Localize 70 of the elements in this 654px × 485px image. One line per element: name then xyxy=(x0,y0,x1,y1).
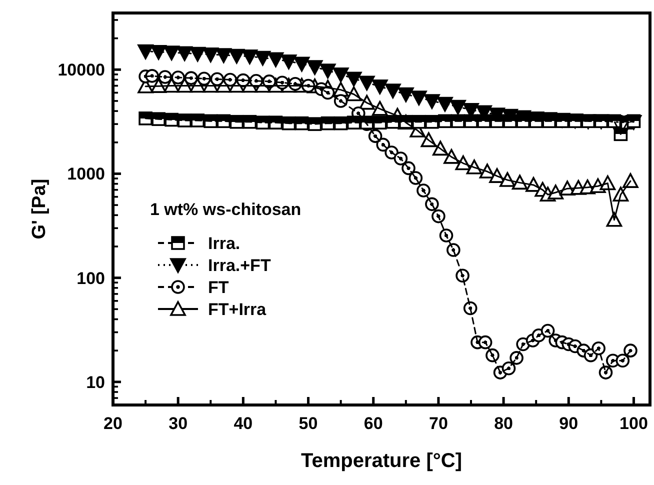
point xyxy=(463,301,478,316)
point xyxy=(228,48,245,64)
point xyxy=(439,228,454,242)
legend-label: FT+Irra xyxy=(208,300,267,319)
y-tick-label: 1000 xyxy=(67,164,105,184)
point xyxy=(138,112,152,126)
point xyxy=(372,116,387,130)
point xyxy=(145,69,159,83)
point xyxy=(456,268,470,283)
point xyxy=(216,48,232,63)
point xyxy=(294,56,310,72)
y-tick-label: 10 xyxy=(86,372,105,392)
point xyxy=(424,94,440,109)
point xyxy=(437,96,453,112)
point xyxy=(478,335,492,350)
point xyxy=(204,114,218,128)
point xyxy=(176,46,192,62)
point xyxy=(202,48,219,62)
point xyxy=(190,46,206,62)
point xyxy=(138,44,154,60)
point xyxy=(408,171,423,185)
point xyxy=(164,46,180,60)
point xyxy=(624,344,638,358)
y-tick-label: 10000 xyxy=(58,60,105,80)
point xyxy=(398,87,414,102)
point xyxy=(425,197,439,212)
point xyxy=(280,54,297,70)
x-tick-label: 80 xyxy=(494,414,514,433)
legend-label: FT xyxy=(208,278,230,297)
point xyxy=(254,50,271,66)
legend-label: Irra. xyxy=(208,234,240,253)
legend-label: Irra.+FT xyxy=(208,256,272,275)
point xyxy=(152,112,166,126)
y-axis-title: G' [Pa] xyxy=(29,178,50,240)
point xyxy=(306,60,323,75)
x-tick-label: 40 xyxy=(234,414,253,433)
x-axis-title: Temperature [°C] xyxy=(301,450,462,472)
point xyxy=(242,50,258,64)
point xyxy=(190,114,205,128)
point xyxy=(332,67,349,82)
point xyxy=(592,341,606,356)
x-tick-label: 30 xyxy=(168,414,188,433)
point xyxy=(510,351,524,365)
x-tick-label: 60 xyxy=(364,414,383,433)
point xyxy=(372,80,388,94)
point xyxy=(384,84,401,98)
x-tick-label: 100 xyxy=(620,414,648,433)
point xyxy=(320,64,336,78)
x-tick-label: 20 xyxy=(104,414,122,433)
legend-title: 1 wt% ws-chitosan xyxy=(150,200,302,219)
point xyxy=(486,348,500,362)
point xyxy=(242,114,257,129)
x-tick-label: 90 xyxy=(559,414,578,433)
point xyxy=(394,152,408,166)
point xyxy=(432,209,446,224)
point xyxy=(150,45,166,60)
point xyxy=(416,184,430,198)
y-tick-label: 100 xyxy=(76,268,105,288)
x-tick-label: 70 xyxy=(428,414,448,433)
x-tick-label: 50 xyxy=(298,414,318,433)
point xyxy=(446,243,460,257)
point xyxy=(358,76,375,91)
point xyxy=(334,94,348,108)
point xyxy=(626,114,641,128)
point xyxy=(346,72,362,87)
point xyxy=(598,366,613,380)
point xyxy=(411,90,427,106)
point xyxy=(616,354,630,368)
point xyxy=(268,52,284,68)
point xyxy=(450,100,466,115)
